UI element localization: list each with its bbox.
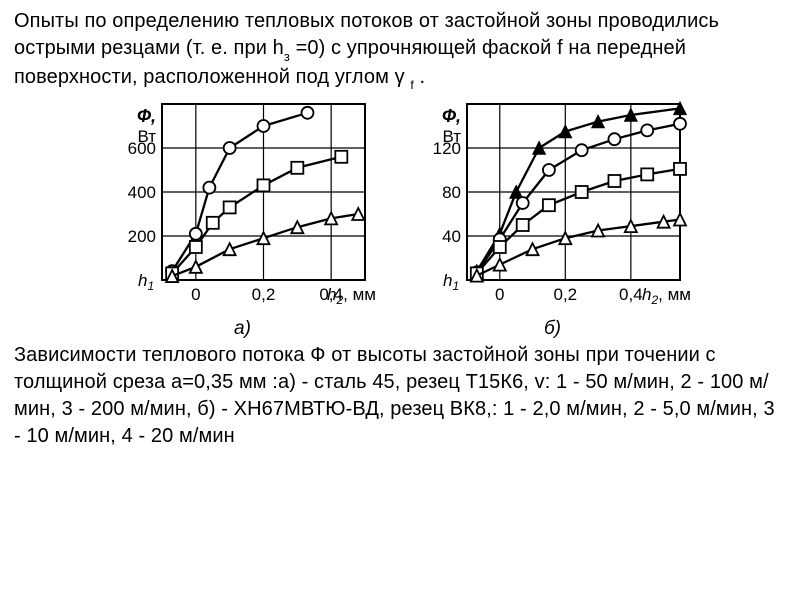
chart-b-box: 408012000,20,4Ф,Втh1h2, мм б): [415, 98, 690, 340]
svg-text:0: 0: [191, 285, 200, 304]
svg-text:h2, мм: h2, мм: [642, 285, 690, 307]
chart-a-caption: а): [234, 318, 251, 340]
intro-text-3: .: [414, 66, 425, 88]
svg-text:0,2: 0,2: [252, 285, 276, 304]
chart-b: 408012000,20,4Ф,Втh1h2, мм: [415, 98, 690, 308]
intro-paragraph: Опыты по определению тепловых потоков от…: [14, 8, 786, 92]
svg-text:Ф,: Ф,: [137, 106, 156, 126]
caption-paragraph: Зависимости теплового потока Ф от высоты…: [14, 342, 786, 450]
svg-text:Ф,: Ф,: [442, 106, 461, 126]
svg-text:200: 200: [128, 227, 156, 246]
chart-a-box: 20040060000,20,4Ф,Втh1h2, мм а): [110, 98, 375, 340]
svg-text:0,4: 0,4: [619, 285, 643, 304]
svg-text:400: 400: [128, 183, 156, 202]
svg-text:40: 40: [442, 227, 461, 246]
caption-text: Зависимости теплового потока Ф от высоты…: [14, 344, 775, 447]
chart-b-caption: б): [544, 318, 561, 340]
intro-sub-1: з: [284, 49, 290, 64]
svg-text:0,2: 0,2: [553, 285, 577, 304]
svg-text:80: 80: [442, 183, 461, 202]
charts-row: 20040060000,20,4Ф,Втh1h2, мм а) 40801200…: [14, 98, 786, 340]
svg-text:h1: h1: [138, 271, 154, 293]
svg-text:Вт: Вт: [442, 127, 461, 146]
svg-text:0: 0: [495, 285, 504, 304]
svg-text:h2, мм: h2, мм: [327, 285, 375, 307]
intro-sub-2: f: [410, 78, 413, 92]
chart-a: 20040060000,20,4Ф,Втh1h2, мм: [110, 98, 375, 308]
svg-text:h1: h1: [443, 271, 459, 293]
svg-text:Вт: Вт: [137, 127, 156, 146]
